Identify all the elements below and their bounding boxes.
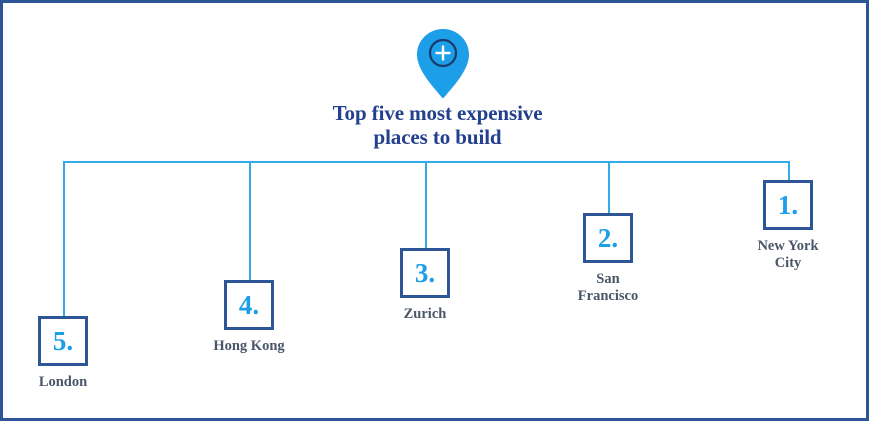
rank-box-new-york-city: 1. (763, 180, 813, 230)
rank-node-zurich[interactable]: 3. Zurich (365, 248, 485, 323)
rank-node-san-francisco[interactable]: 2. San Francisco (548, 213, 668, 305)
city-label-san-francisco: San Francisco (577, 271, 639, 304)
rank-node-hong-kong[interactable]: 4. Hong Kong (189, 280, 309, 355)
rank-number-zurich: 3. (414, 257, 436, 288)
title-line-1: Top five most expensive (332, 101, 543, 125)
rank-box-london: 5. (38, 316, 88, 366)
city-label-new-york-city: New York City (757, 238, 819, 271)
rank-number-hong-kong: 4. (238, 289, 260, 320)
map-pin-plus-icon (415, 27, 471, 99)
connector-stem-new-york-city (788, 162, 790, 180)
rank-number-london: 5. (52, 325, 74, 356)
connector-stem-hong-kong (249, 162, 251, 280)
rank-node-london[interactable]: 5. London (3, 316, 123, 391)
rank-number-new-york-city: 1. (777, 189, 799, 220)
connector-stem-san-francisco (608, 162, 610, 213)
connector-stem-london (63, 162, 65, 316)
title-line-2: places to build (373, 125, 502, 149)
city-label-hong-kong: Hong Kong (213, 338, 285, 354)
rank-box-san-francisco: 2. (583, 213, 633, 263)
rank-box-zurich: 3. (400, 248, 450, 298)
city-label-london: London (38, 374, 88, 390)
rank-node-new-york-city[interactable]: 1. New York City (728, 180, 848, 272)
rank-number-san-francisco: 2. (597, 222, 619, 253)
page-title: Top five most expensive places to build (3, 101, 866, 149)
rank-box-hong-kong: 4. (224, 280, 274, 330)
city-label-zurich: Zurich (403, 306, 447, 322)
connector-stem-zurich (425, 162, 427, 248)
